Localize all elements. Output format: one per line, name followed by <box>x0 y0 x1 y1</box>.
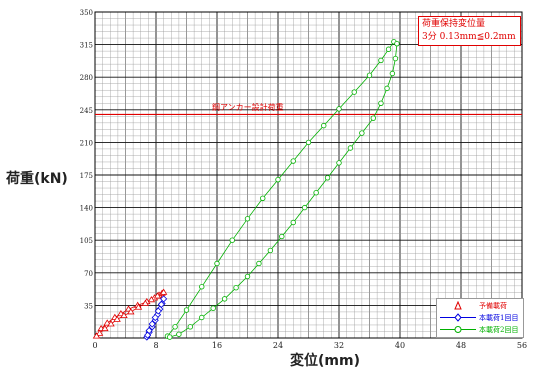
reference-line-label: 鋼アンカー設計荷重 <box>212 103 284 112</box>
data-point <box>95 329 104 336</box>
x-axis-label: 変位(mm) <box>290 353 360 369</box>
y-tick-label: 315 <box>80 42 93 50</box>
data-point <box>148 320 156 328</box>
data-point <box>301 204 308 211</box>
plot-frame <box>94 11 523 339</box>
data-point <box>366 72 373 79</box>
data-point <box>279 233 285 240</box>
y-tick-label: 280 <box>80 74 93 82</box>
data-point <box>127 308 135 315</box>
data-point <box>107 320 115 327</box>
data-point <box>384 85 390 92</box>
data-point <box>187 324 194 330</box>
data-point <box>275 176 281 183</box>
holding-displacement-annotation: 荷重保持変位量 3分 0.13mm≦0.2mm <box>418 16 521 46</box>
x-tick-label: 40 <box>395 341 405 350</box>
legend-label-main-2: 本載荷2回目 <box>479 326 519 334</box>
data-point <box>113 315 121 322</box>
data-point <box>336 106 342 112</box>
data-point <box>199 284 205 290</box>
data-point <box>267 247 274 254</box>
y-tick-label: 245 <box>80 107 93 115</box>
data-point <box>120 311 128 319</box>
data-point <box>159 288 168 295</box>
data-point <box>221 296 228 302</box>
legend-label-preload: 予備載荷 <box>479 302 507 310</box>
data-point <box>256 260 262 267</box>
data-point <box>233 285 239 291</box>
legend-marker-triangle <box>454 301 462 310</box>
data-point <box>183 307 190 313</box>
legend-item-preload: 予備載荷 <box>437 300 523 311</box>
data-point <box>378 57 384 64</box>
data-point <box>394 40 400 47</box>
annotation-line-2: 3分 0.13mm≦0.2mm <box>422 32 516 42</box>
legend-item-main-2: 本載荷2回目 <box>437 324 523 335</box>
data-point <box>260 195 266 201</box>
data-point <box>147 296 156 303</box>
x-tick-label: 32 <box>334 341 344 350</box>
legend-item-main-1: 本載荷1回目 <box>437 312 523 323</box>
data-point <box>244 273 251 280</box>
data-point <box>101 324 109 332</box>
data-point <box>392 55 399 62</box>
data-point <box>313 189 319 196</box>
data-point <box>210 305 216 311</box>
legend-marker-diamond <box>440 313 476 322</box>
annotation-line-1: 荷重保持変位量 <box>422 19 486 29</box>
data-point <box>103 319 111 326</box>
data-point <box>370 115 377 121</box>
data-point <box>172 324 178 330</box>
data-point <box>153 292 162 299</box>
legend-marker-circle <box>440 326 476 333</box>
data-point <box>347 145 354 151</box>
data-point <box>141 299 150 306</box>
data-point <box>157 300 165 309</box>
x-tick-label: 56 <box>517 341 527 350</box>
data-point <box>151 313 159 322</box>
data-point <box>199 314 205 321</box>
data-point <box>324 175 331 181</box>
data-point <box>321 122 327 129</box>
data-point <box>214 260 220 267</box>
data-point <box>359 130 365 136</box>
data-point <box>290 219 296 226</box>
data-point <box>290 158 296 164</box>
data-point <box>385 46 392 52</box>
data-point <box>305 139 312 146</box>
data-point <box>154 307 162 315</box>
data-point <box>134 303 143 310</box>
legend-label-main-1: 本載荷1回目 <box>479 314 519 322</box>
data-point <box>167 334 173 340</box>
y-tick-label: 140 <box>80 205 93 213</box>
y-tick-label: 35 <box>84 302 93 310</box>
y-axis-label: 荷重(kN) <box>6 171 68 187</box>
data-point <box>336 160 342 166</box>
data-point <box>144 331 152 339</box>
x-tick-label: 24 <box>273 341 283 350</box>
x-tick-label: 16 <box>212 341 222 350</box>
data-point <box>229 237 235 243</box>
data-point <box>92 332 101 339</box>
data-point <box>176 331 182 337</box>
x-tick-label: 48 <box>456 341 466 350</box>
y-tick-label: 70 <box>84 270 93 278</box>
y-tick-label: 210 <box>80 139 93 147</box>
legend: 予備載荷 本載荷1回目 本載荷2回目 <box>436 298 524 338</box>
x-tick-label: 8 <box>153 341 158 350</box>
y-tick-label: 105 <box>80 237 93 245</box>
data-point <box>244 216 251 222</box>
data-point <box>160 295 168 303</box>
y-tick-label: 175 <box>80 172 93 180</box>
x-tick-label: 0 <box>92 341 97 350</box>
data-point <box>351 89 357 95</box>
data-point <box>378 100 384 106</box>
y-tick-label: 350 <box>80 9 93 17</box>
data-point <box>389 70 396 77</box>
